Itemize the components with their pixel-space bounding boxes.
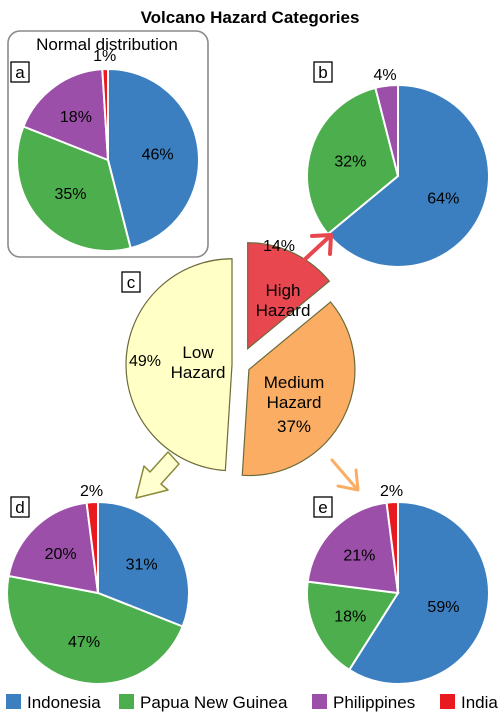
legend-label-philippines: Philippines — [333, 693, 415, 712]
panel-c-pie: High Hazard 14% Medium Hazard 37% Low Hazard 49% — [125, 238, 356, 477]
panel-a-frame — [7, 30, 209, 258]
slice-a-papua-new-guinea — [16, 125, 132, 252]
arrow-low — [135, 451, 180, 499]
panel-letter-d: d — [15, 498, 24, 517]
panel-d-pie: 31% 47% 20% 2% — [6, 483, 190, 685]
legend-swatch-india — [440, 694, 455, 709]
slice-a-indonesia — [107, 67, 200, 250]
slice-c-high-hazard — [247, 242, 331, 350]
legend-swatch-indonesia — [6, 694, 21, 709]
slice-label-a-philippines: 18% — [60, 109, 92, 126]
label-c-low-hazard: Low Hazard — [171, 343, 226, 382]
slice-label-d-indonesia: 31% — [126, 556, 158, 573]
panel-a-title: Normal distribution — [36, 35, 178, 54]
panel-a-pie: 46% 35% 18% 1% — [16, 48, 200, 252]
legend: Indonesia Papua New Guinea Philippines Indi… — [6, 693, 498, 712]
panel-letter-box-b — [313, 61, 333, 83]
slice-label-a-india: 1% — [93, 48, 116, 65]
slice-label-a-papua-new-guinea: 35% — [54, 186, 86, 203]
slice-e-indonesia — [347, 500, 490, 685]
chart-title: Volcano Hazard Categories — [141, 8, 360, 27]
legend-label-papua-new-guinea: Papua New Guinea — [140, 693, 288, 712]
slice-d-india — [85, 500, 99, 594]
panel-letter-box-e — [313, 496, 333, 518]
slice-label-b-indonesia: 64% — [427, 190, 459, 207]
slice-e-india — [385, 500, 399, 594]
arrow-medium-shaft — [330, 458, 358, 490]
slice-d-philippines — [7, 501, 100, 595]
panel-letter-box-c — [121, 271, 141, 293]
arrow-medium-head — [336, 468, 360, 492]
value-c-low-hazard: 49% — [129, 353, 161, 370]
slice-e-philippines — [306, 501, 400, 595]
legend-swatch-philippines — [312, 694, 327, 709]
legend-swatch-papua-new-guinea — [119, 694, 134, 709]
slice-label-d-papua-new-guinea: 47% — [68, 634, 100, 651]
arrow-high-head — [310, 233, 333, 256]
slice-b-philippines — [374, 83, 399, 177]
slice-label-d-india: 2% — [80, 483, 103, 500]
panel-letter-a: a — [15, 63, 25, 82]
slice-label-b-philippines: 4% — [374, 67, 397, 84]
panel-letter-e: e — [318, 498, 327, 517]
slice-c-medium-hazard — [241, 301, 356, 477]
panel-letters: a b c d e — [10, 61, 333, 518]
slice-label-b-papua-new-guinea: 32% — [334, 154, 366, 171]
arrow-high-shaft — [300, 234, 332, 264]
slice-d-papua-new-guinea — [6, 574, 184, 685]
panel-letter-box-d — [10, 496, 30, 518]
panel-letter-b: b — [318, 63, 327, 82]
slice-b-papua-new-guinea — [306, 86, 400, 236]
arrows — [135, 233, 360, 499]
label-c-medium-hazard: Medium Hazard — [264, 373, 324, 412]
slice-label-e-indonesia: 59% — [427, 599, 459, 616]
panel-letter-box-a — [10, 61, 30, 83]
slice-label-e-india: 2% — [380, 483, 403, 500]
slice-a-philippines — [22, 68, 110, 162]
panel-letter-c: c — [127, 273, 136, 292]
slice-label-e-papua-new-guinea: 18% — [334, 608, 366, 625]
slice-label-e-philippines: 21% — [343, 547, 375, 564]
value-c-high-hazard: 14% — [263, 238, 295, 255]
label-c-high-hazard: High Hazard — [256, 281, 311, 320]
legend-label-indonesia: Indonesia — [27, 693, 101, 712]
slice-a-india — [101, 67, 109, 161]
slice-d-indonesia — [97, 500, 190, 628]
legend-label-india: India — [461, 693, 498, 712]
slice-b-indonesia — [326, 83, 490, 268]
slice-e-papua-new-guinea — [306, 580, 400, 672]
panel-e-pie: 59% 18% 21% 2% — [306, 483, 490, 685]
slice-c-low-hazard — [125, 258, 233, 472]
value-c-medium-hazard: 37% — [277, 417, 311, 436]
slice-label-a-indonesia: 46% — [142, 147, 174, 164]
panel-b-pie: 64% 32% 4% — [306, 67, 490, 268]
slice-label-d-philippines: 20% — [45, 546, 77, 563]
